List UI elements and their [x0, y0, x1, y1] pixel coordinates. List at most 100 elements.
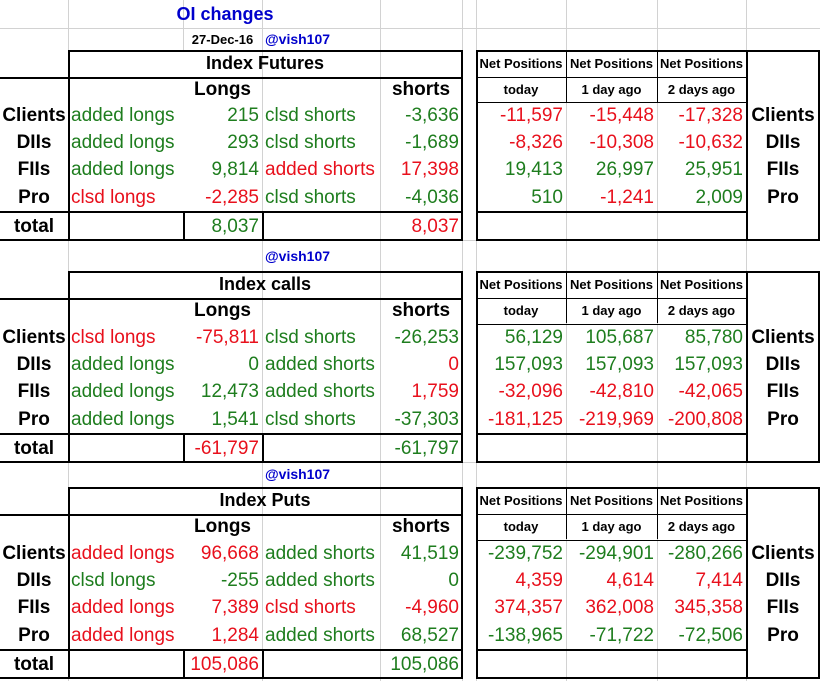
long-value: 1,541	[211, 409, 259, 430]
short-action: added shorts	[265, 381, 375, 402]
total-long-value: 105,086	[190, 654, 259, 675]
participant-side-label: DIIs	[765, 570, 801, 591]
net-border	[476, 102, 746, 103]
total-short-value: 105,086	[390, 654, 459, 675]
net-border	[746, 50, 820, 52]
section-border	[183, 213, 185, 240]
section-border	[0, 649, 463, 651]
participant-name: DIIs	[16, 354, 52, 375]
long-action: added longs	[71, 597, 175, 618]
long-value: 96,668	[200, 543, 259, 564]
section-border	[68, 50, 462, 52]
participant-side-label: Clients	[751, 327, 815, 348]
long-action: clsd longs	[71, 327, 156, 348]
net-position-value: -219,969	[578, 409, 654, 430]
long-value: 9,814	[211, 159, 259, 180]
net-border	[476, 239, 820, 241]
section-border	[461, 271, 463, 462]
participant-side-label: Pro	[767, 187, 799, 208]
short-value: 41,519	[400, 543, 459, 564]
net-border	[566, 271, 567, 323]
long-action: added longs	[71, 354, 175, 375]
net-position-value: -10,308	[589, 132, 654, 153]
net-positions-header: Net Positions	[659, 276, 744, 292]
section-border	[68, 271, 462, 273]
net-border	[657, 271, 658, 323]
net-position-value: -11,597	[499, 105, 563, 126]
participant-name: Pro	[18, 625, 50, 646]
longs-label: Longs	[194, 516, 251, 537]
grid-line	[657, 0, 658, 681]
participant-name: Clients	[2, 543, 66, 564]
short-action: added shorts	[265, 159, 375, 180]
short-value: 17,398	[400, 159, 459, 180]
long-value: -255	[220, 570, 259, 591]
net-position-value: 362,008	[585, 597, 654, 618]
report-date: 27-Dec-16	[191, 31, 254, 47]
net-position-value: 7,414	[695, 570, 743, 591]
net-position-value: -138,965	[487, 625, 563, 646]
net-position-value: 345,358	[674, 597, 743, 618]
net-period-label: 1 day ago	[581, 303, 642, 318]
section-border	[461, 487, 463, 678]
net-position-value: -72,506	[678, 625, 743, 646]
net-positions-header: Net Positions	[479, 276, 563, 292]
longs-label: Longs	[194, 79, 251, 100]
long-action: clsd longs	[71, 187, 156, 208]
section-border	[183, 651, 185, 678]
net-position-value: 510	[531, 187, 563, 208]
long-action: added longs	[71, 381, 175, 402]
net-border	[818, 271, 820, 462]
section-border	[0, 514, 463, 516]
long-value: 1,284	[211, 625, 259, 646]
section-border	[68, 271, 70, 462]
grid-line	[262, 0, 263, 681]
short-action: clsd shorts	[265, 597, 356, 618]
net-positions-header: Net Positions	[659, 55, 744, 71]
long-value: 293	[227, 132, 259, 153]
shorts-label: shorts	[391, 79, 451, 100]
net-border	[476, 77, 746, 78]
section-title: Index Futures	[205, 53, 325, 73]
grid-line	[566, 0, 567, 681]
net-position-value: 4,359	[515, 570, 563, 591]
net-period-label: 1 day ago	[581, 82, 642, 97]
short-action: clsd shorts	[265, 105, 356, 126]
net-border	[476, 487, 746, 489]
net-positions-header: Net Positions	[569, 492, 654, 508]
short-action: clsd shorts	[265, 327, 356, 348]
section-border	[0, 211, 463, 213]
net-border	[476, 211, 746, 213]
net-position-value: -32,096	[498, 381, 563, 402]
net-border	[818, 487, 820, 678]
long-action: added longs	[71, 625, 175, 646]
net-border	[746, 271, 748, 462]
short-action: added shorts	[265, 570, 375, 591]
net-position-value: -15,448	[589, 105, 654, 126]
section-border	[0, 461, 463, 463]
net-border	[476, 271, 478, 462]
short-action: added shorts	[265, 625, 375, 646]
net-period-label: today	[503, 82, 539, 97]
net-border	[746, 50, 748, 240]
long-action: added longs	[71, 159, 175, 180]
net-border	[657, 487, 658, 539]
net-border	[657, 50, 658, 102]
participant-name: Clients	[2, 105, 66, 126]
net-position-value: -294,901	[578, 543, 654, 564]
net-position-value: 25,951	[684, 159, 743, 180]
net-position-value: 105,687	[585, 327, 654, 348]
short-action: clsd shorts	[265, 132, 356, 153]
net-positions-header: Net Positions	[569, 55, 654, 71]
long-value: -2,285	[205, 187, 259, 208]
net-border	[476, 298, 746, 299]
net-position-value: 2,009	[695, 187, 743, 208]
total-short-value: 8,037	[411, 216, 459, 237]
long-value: 215	[227, 105, 259, 126]
net-period-label: 1 day ago	[581, 519, 642, 534]
short-value: 1,759	[411, 381, 459, 402]
section-border	[0, 677, 463, 679]
net-position-value: -200,808	[667, 409, 743, 430]
section-handle: @vish107	[265, 466, 331, 482]
participant-name: FIIs	[17, 159, 51, 180]
